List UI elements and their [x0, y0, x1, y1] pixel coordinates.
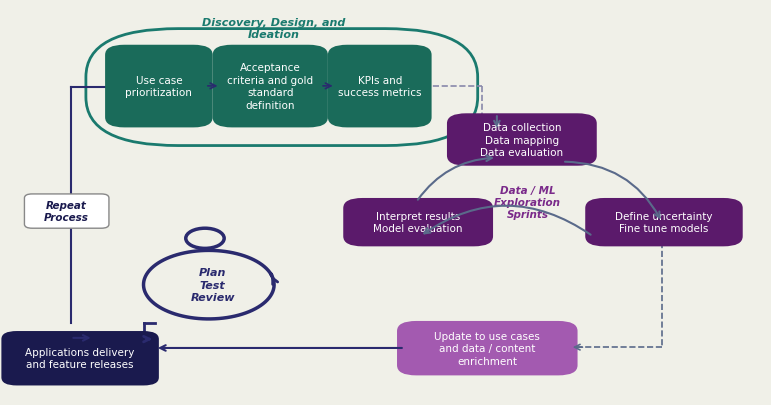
FancyBboxPatch shape — [25, 194, 109, 229]
Text: Data collection
Data mapping
Data evaluation: Data collection Data mapping Data evalua… — [480, 123, 564, 158]
Text: Plan
Test
Review: Plan Test Review — [190, 268, 235, 302]
Text: Use case
prioritization: Use case prioritization — [126, 76, 192, 98]
FancyBboxPatch shape — [213, 46, 328, 128]
Text: Define uncertainty
Fine tune models: Define uncertainty Fine tune models — [615, 211, 712, 234]
Text: Update to use cases
and data / content
enrichment: Update to use cases and data / content e… — [434, 331, 540, 366]
Text: Acceptance
criteria and gold
standard
definition: Acceptance criteria and gold standard de… — [227, 63, 313, 111]
FancyBboxPatch shape — [397, 321, 577, 375]
FancyBboxPatch shape — [2, 331, 159, 386]
FancyBboxPatch shape — [343, 198, 493, 247]
FancyBboxPatch shape — [328, 46, 432, 128]
Text: Repeat
Process: Repeat Process — [44, 200, 89, 222]
FancyBboxPatch shape — [585, 198, 742, 247]
Text: Interpret results
Model evaluation: Interpret results Model evaluation — [373, 211, 463, 234]
Text: Data / ML
Exploration
Sprints: Data / ML Exploration Sprints — [494, 185, 561, 220]
Text: KPIs and
success metrics: KPIs and success metrics — [338, 76, 422, 98]
Text: Discovery, Design, and
Ideation: Discovery, Design, and Ideation — [203, 17, 346, 40]
FancyBboxPatch shape — [447, 114, 597, 166]
Text: Applications delivery
and feature releases: Applications delivery and feature releas… — [25, 347, 135, 369]
FancyBboxPatch shape — [105, 46, 213, 128]
